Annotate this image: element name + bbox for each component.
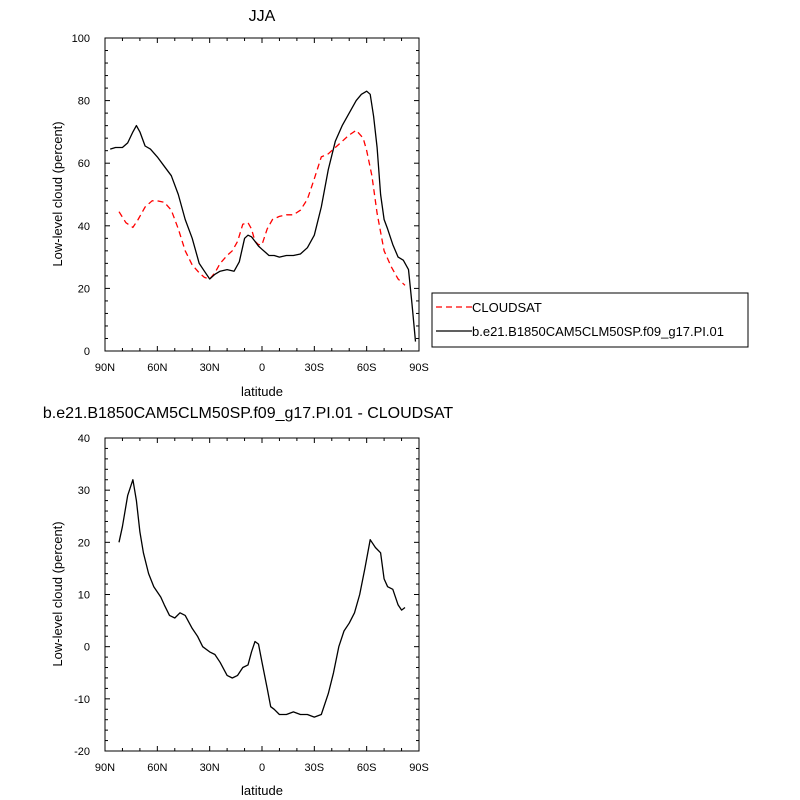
series-line-cloudsat <box>118 129 406 286</box>
x-tick-label: 0 <box>259 762 265 774</box>
top-x-axis-label: latitude <box>241 384 283 399</box>
plot-frame <box>104 437 420 752</box>
legend-label-cloudsat: CLOUDSAT <box>472 300 542 315</box>
bottom-chart-title: b.e21.B1850CAM5CLM50SP.f09_g17.PI.01 - C… <box>43 405 454 422</box>
y-tick-label: 40 <box>78 221 90 233</box>
y-tick-label: -10 <box>74 694 90 706</box>
x-tick-label: 90N <box>95 362 115 374</box>
y-tick-label: 40 <box>78 433 90 445</box>
y-tick-label: 0 <box>84 642 90 654</box>
legend-box <box>431 292 749 348</box>
bottom-x-axis-label: latitude <box>241 783 283 798</box>
bottom-series <box>118 479 406 718</box>
series-line-difference <box>118 479 406 718</box>
y-tick-label: 100 <box>72 33 90 45</box>
y-tick-label: 30 <box>78 485 90 497</box>
bottom-y-axis-label: Low-level cloud (percent) <box>50 521 65 666</box>
x-tick-label: 60N <box>147 362 167 374</box>
y-tick-label: 60 <box>78 158 90 170</box>
bottom-axes: 90N 60N 30N 0 30S 60S 90S -20 -10 0 10 20 30 40 <box>74 433 429 774</box>
x-tick-label: 30N <box>200 362 220 374</box>
x-tick-label: 90S <box>409 762 429 774</box>
x-tick-label: 90S <box>409 362 429 374</box>
x-tick-label: 60S <box>357 762 377 774</box>
y-tick-label: 20 <box>78 283 90 295</box>
bottom-panel: b.e21.B1850CAM5CLM50SP.f09_g17.PI.01 - C… <box>43 405 454 798</box>
top-series <box>110 90 417 342</box>
legend-label-model: b.e21.B1850CAM5CLM50SP.f09_g17.PI.01 <box>472 324 724 339</box>
plot-frame <box>104 37 420 352</box>
x-tick-label: 60N <box>147 762 167 774</box>
legend: CLOUDSAT b.e21.B1850CAM5CLM50SP.f09_g17.… <box>431 292 749 348</box>
x-tick-label: 90N <box>95 762 115 774</box>
x-tick-label: 60S <box>357 362 377 374</box>
y-tick-label: 0 <box>84 346 90 358</box>
top-chart-title: JJA <box>249 8 276 25</box>
top-panel: JJA 90N 60N 30N 0 30S 60S 90S 0 20 40 60 80 100 lati… <box>50 8 429 399</box>
top-y-axis-label: Low-level cloud (percent) <box>50 121 65 266</box>
x-tick-label: 0 <box>259 362 265 374</box>
x-tick-label: 30N <box>200 762 220 774</box>
top-axes: 90N 60N 30N 0 30S 60S 90S 0 20 40 60 80 100 <box>72 33 429 374</box>
series-line-b-e21-b1850cam5clm50sp-f09-g17-pi-01 <box>110 90 417 342</box>
y-tick-label: 20 <box>78 537 90 549</box>
x-tick-label: 30S <box>305 762 325 774</box>
y-tick-label: -20 <box>74 746 90 758</box>
y-tick-label: 80 <box>78 96 90 108</box>
y-tick-label: 10 <box>78 590 90 602</box>
x-tick-label: 30S <box>305 362 325 374</box>
